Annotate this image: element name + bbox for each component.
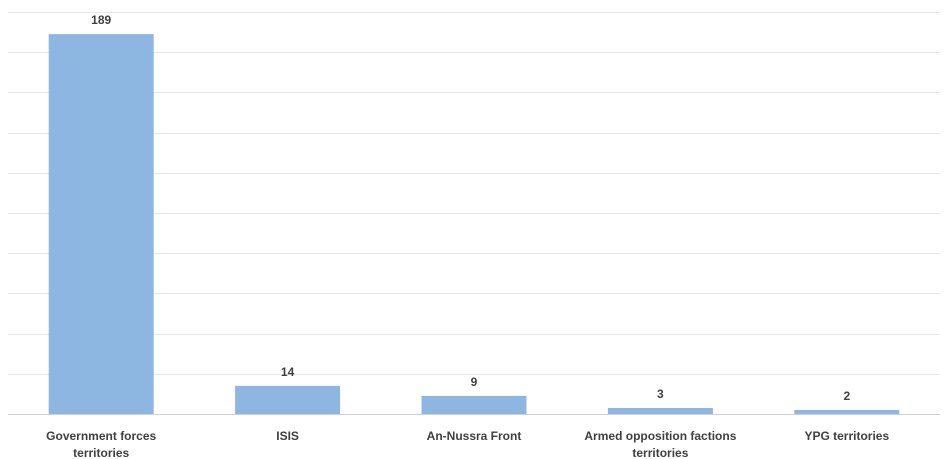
gridlines — [8, 12, 940, 375]
x-tick-label: YPG territories — [804, 429, 889, 443]
data-label: 14 — [281, 365, 295, 379]
data-label: 189 — [91, 13, 111, 27]
bar — [48, 34, 154, 415]
data-label: 9 — [471, 375, 478, 389]
x-tick-label: Government forces territories — [46, 429, 156, 459]
bar — [421, 395, 527, 414]
data-labels: 189 14 9 3 2 — [91, 13, 850, 403]
data-label: 3 — [657, 387, 664, 401]
x-tick-label: An-Nussra Front — [427, 429, 522, 443]
data-label: 2 — [843, 389, 850, 403]
bars — [48, 34, 900, 415]
bar — [607, 407, 713, 414]
x-tick-label: Armed opposition factions territories — [584, 429, 736, 459]
bar — [235, 385, 341, 414]
x-tick-labels: Government forces territories ISIS An-Nussr… — [46, 429, 889, 459]
x-tick-label: ISIS — [276, 429, 299, 443]
bar — [794, 409, 900, 414]
